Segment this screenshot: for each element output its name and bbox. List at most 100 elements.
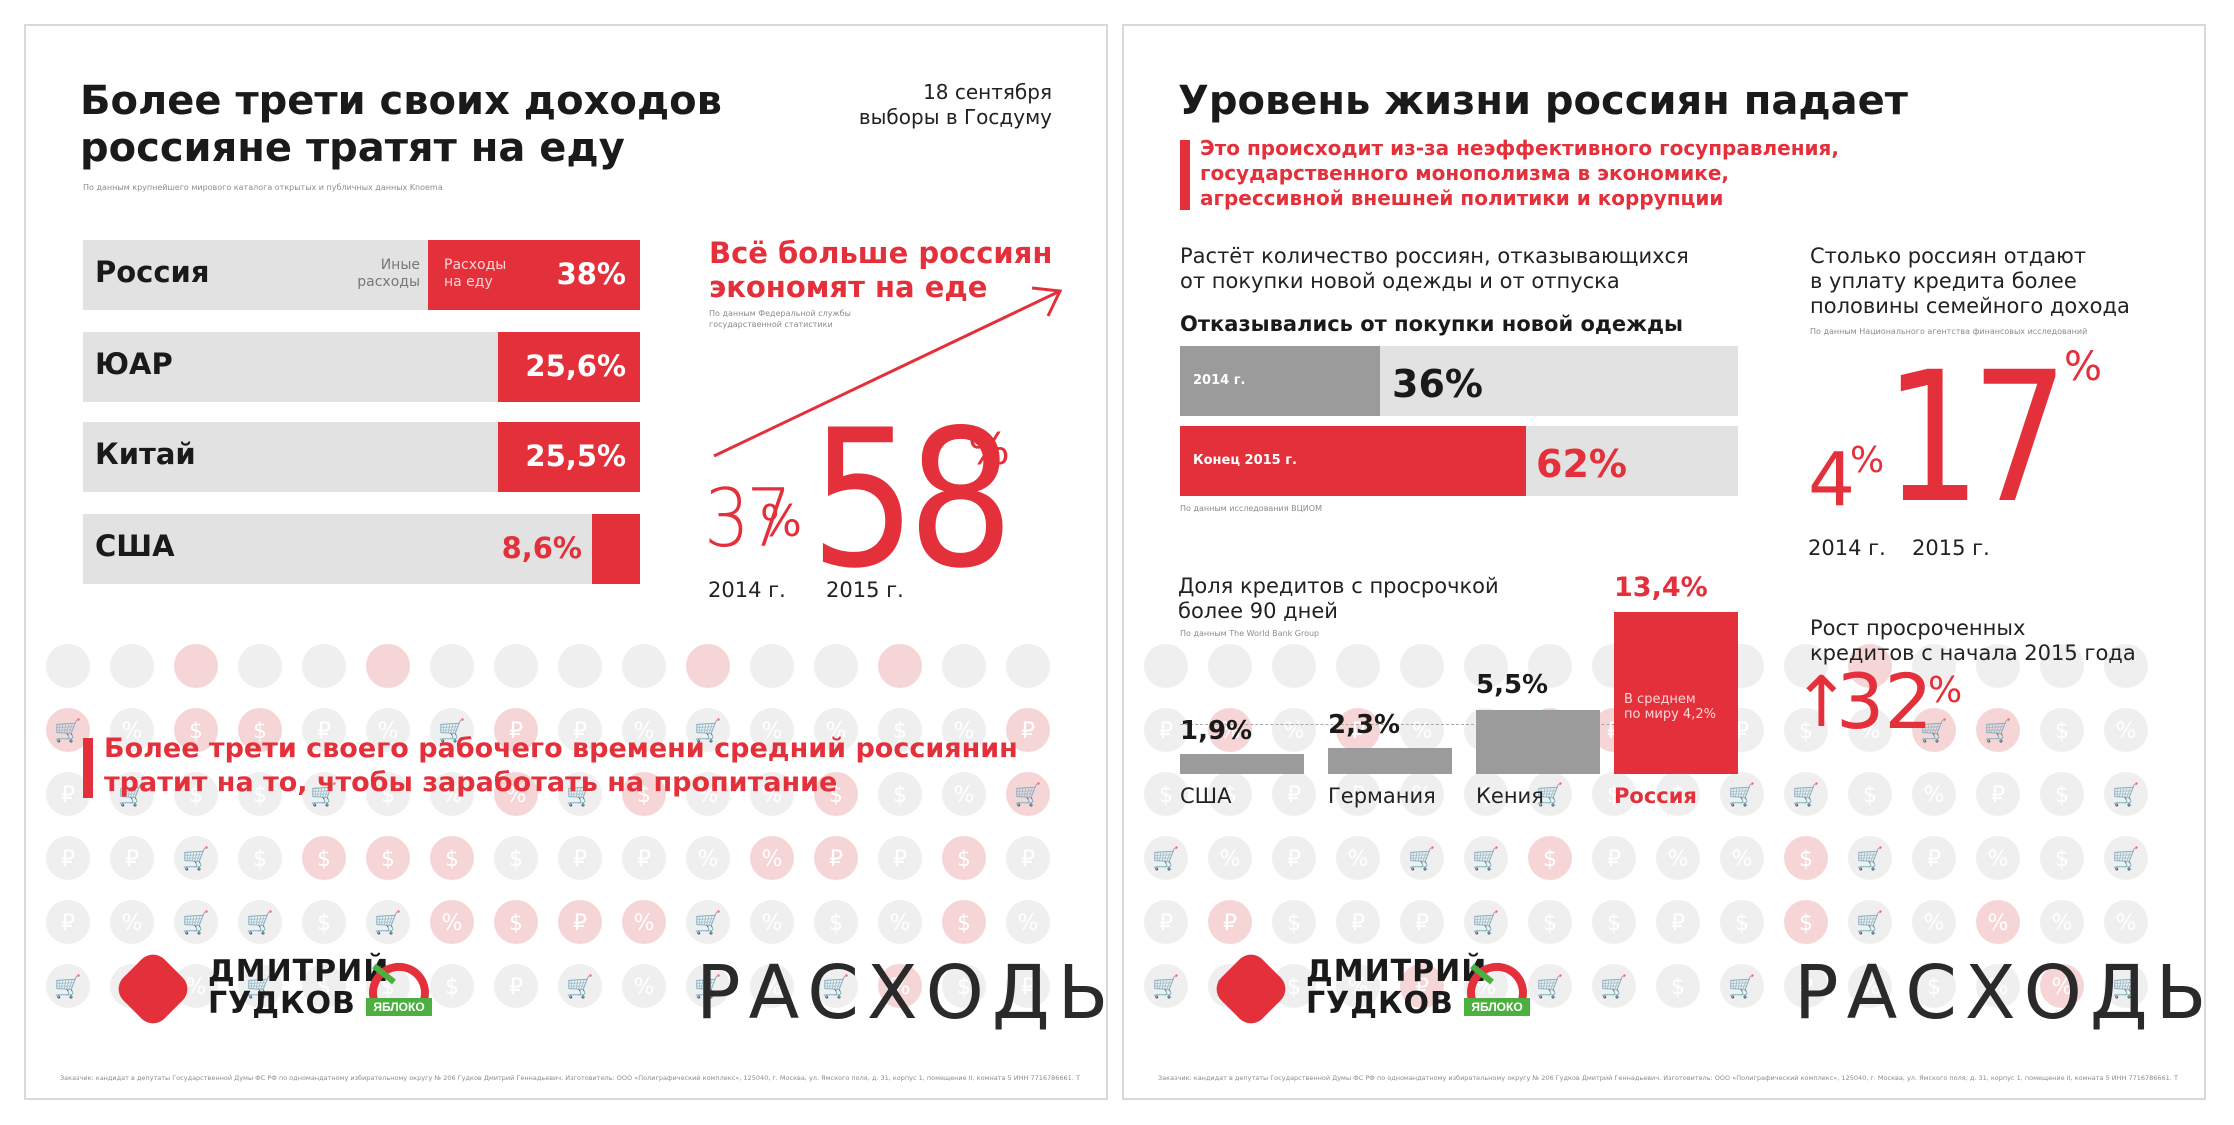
pattern-glyph: 🛒	[1920, 718, 1947, 744]
pattern-coin	[46, 900, 90, 944]
pattern-glyph: %	[1220, 719, 1241, 744]
pattern-coin	[302, 708, 346, 752]
pattern-glyph: 🛒	[182, 910, 209, 936]
credit-intro: Столько россиян отдают в уплату кредита …	[1810, 244, 2130, 318]
pattern-coin	[494, 900, 538, 944]
pattern-glyph: %	[1988, 975, 2009, 1000]
pattern-coin	[1272, 644, 1316, 688]
pattern-coin	[46, 964, 90, 1008]
pattern-coin	[494, 644, 538, 688]
year-2015-label: 2015 г.	[1912, 536, 1990, 560]
pattern-coin	[558, 644, 602, 688]
work-time-quote: Более трети своего рабочего времени сред…	[104, 733, 1018, 798]
source-world-bank: По данным The World Bank Group	[1180, 629, 1320, 638]
pattern-glyph: 🛒	[1856, 846, 1883, 872]
pattern-coin	[1006, 644, 1050, 688]
pattern-glyph: %	[442, 783, 463, 808]
pattern-glyph: $	[1799, 847, 1813, 872]
pattern-glyph: %	[698, 783, 719, 808]
pattern-glyph: $	[1607, 783, 1621, 808]
food-share-bar: 25,6%	[498, 332, 640, 402]
pattern-glyph: ₽	[1671, 911, 1685, 936]
pattern-glyph: ₽	[573, 719, 587, 744]
overdue-value-germany: 2,3%	[1328, 710, 1401, 740]
pattern-coin	[1528, 836, 1572, 880]
pattern-glyph: ₽	[1223, 911, 1237, 936]
pattern-coin	[1144, 708, 1188, 752]
row-south-africa: ЮАР 25,6%	[83, 332, 640, 402]
pattern-glyph: ₽	[1991, 783, 2005, 808]
source-knoema: По данным крупнейшего мирового каталога …	[83, 183, 443, 192]
pattern-coin	[878, 644, 922, 688]
country-label: ЮАР	[95, 347, 173, 381]
overdue-bar-russia: В среднем по миру 4,2%	[1614, 612, 1738, 774]
world-average-label: В среднем по миру 4,2%	[1624, 692, 1716, 722]
pattern-coin	[1528, 900, 1572, 944]
pattern-coin	[46, 644, 90, 688]
pattern-coin	[366, 836, 410, 880]
pattern-coin	[1144, 964, 1188, 1008]
background-coin-pattern: 🛒% $ $ ₽% 🛒 ₽ ₽% 🛒%% $% ₽ ₽ 🛒 $ $ 🛒 $%% 🛒 $%% $ $% 🛒 ₽ ₽ 🛒 $ $ $ $ $…	[46, 644, 1050, 1008]
pattern-glyph: ₽	[1735, 719, 1749, 744]
section-title: РАСХОДЫ	[1794, 950, 2206, 1036]
overdue-intro: Доля кредитов с просрочкой более 90 дней	[1178, 574, 1499, 623]
section-title: РАСХОДЫ	[696, 950, 1108, 1036]
pattern-coin	[1208, 708, 1252, 752]
pattern-glyph: $	[957, 847, 971, 872]
pattern-glyph: 🛒	[1792, 782, 1819, 808]
pattern-glyph: 🛒	[694, 974, 721, 1000]
overdue-bar-kenya	[1476, 710, 1600, 774]
percent-sign: %	[1850, 440, 1885, 481]
pattern-coin	[1006, 708, 1050, 752]
pattern-coin	[302, 772, 346, 816]
pattern-coin	[430, 708, 474, 752]
pattern-coin	[814, 772, 858, 816]
pattern-coin	[1848, 772, 1892, 816]
pattern-coin	[366, 708, 410, 752]
pattern-glyph: $	[1223, 783, 1237, 808]
pattern-glyph: $	[1543, 911, 1557, 936]
pattern-coin	[1592, 900, 1636, 944]
election-date: 18 сентября выборы в Госдуму	[858, 80, 1052, 129]
economy-heading: Всё больше россиян экономят на еде	[709, 236, 1053, 304]
pattern-coin	[1464, 836, 1508, 880]
pattern-coin	[750, 836, 794, 880]
clothes-value-2015: 62%	[1536, 442, 1627, 486]
pattern-coin	[878, 964, 922, 1008]
pattern-coin	[686, 708, 730, 752]
pattern-glyph: ₽	[61, 911, 75, 936]
pattern-coin	[750, 644, 794, 688]
pattern-glyph: $	[189, 783, 203, 808]
pattern-glyph: ₽	[1799, 975, 1813, 1000]
pattern-coin	[942, 900, 986, 944]
pattern-glyph: %	[1924, 911, 1945, 936]
pattern-glyph: 🛒	[310, 782, 337, 808]
clothes-value-2014: 36%	[1392, 362, 1483, 406]
pattern-coin	[750, 900, 794, 944]
pattern-glyph: $	[1479, 783, 1493, 808]
pattern-coin	[814, 900, 858, 944]
pattern-coin	[1464, 900, 1508, 944]
pattern-coin	[110, 772, 154, 816]
subtitle-marker	[1180, 140, 1190, 210]
pattern-coin	[2040, 836, 2084, 880]
party-name: ЯБЛОКО	[1471, 1000, 1522, 1014]
pattern-glyph: %	[2052, 975, 2073, 1000]
overdue-country-kenya: Кения	[1476, 784, 1544, 808]
pattern-glyph: $	[829, 911, 843, 936]
pattern-glyph: $	[1607, 911, 1621, 936]
pattern-coin	[878, 772, 922, 816]
pattern-glyph: 🛒	[694, 910, 721, 936]
pattern-glyph: 🛒	[1472, 846, 1499, 872]
pattern-glyph: 🛒	[1536, 974, 1563, 1000]
pattern-coin	[1912, 772, 1956, 816]
pattern-coin	[110, 900, 154, 944]
pattern-coin	[1144, 836, 1188, 880]
pattern-glyph: $	[893, 719, 907, 744]
pattern-glyph: %	[762, 847, 783, 872]
overdue-country-russia: Россия	[1614, 784, 1697, 808]
pattern-coin	[174, 836, 218, 880]
world-average-line	[1180, 724, 1730, 725]
pattern-glyph: $	[189, 719, 203, 744]
pattern-coin	[174, 900, 218, 944]
